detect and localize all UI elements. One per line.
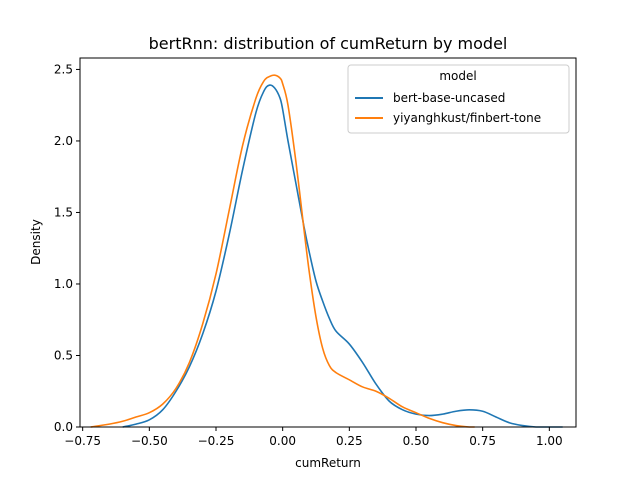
legend-label-bert-base-uncased: bert-base-uncased bbox=[393, 91, 505, 105]
chart-title: bertRnn: distribution of cumReturn by mo… bbox=[149, 34, 508, 53]
y-tick-label: 1.5 bbox=[54, 205, 73, 219]
y-tick-label: 0.0 bbox=[54, 420, 73, 434]
x-axis-ticks: −0.75 −0.50 −0.25 0.00 0.25 0.50 0.75 1.00 bbox=[64, 427, 563, 448]
y-tick-label: 0.5 bbox=[54, 348, 73, 362]
legend: model bert-base-uncased yiyanghkust/finb… bbox=[347, 64, 570, 134]
x-tick-label: −0.50 bbox=[131, 434, 168, 448]
x-tick-label: −0.75 bbox=[64, 434, 101, 448]
y-tick-label: 2.5 bbox=[54, 62, 73, 76]
y-tick-label: 2.0 bbox=[54, 134, 73, 148]
legend-frame bbox=[347, 64, 570, 134]
y-tick-label: 1.0 bbox=[54, 277, 73, 291]
y-axis-ticks: 0.0 0.5 1.0 1.5 2.0 2.5 bbox=[54, 62, 80, 434]
x-tick-label: 0.75 bbox=[469, 434, 496, 448]
x-tick-label: 1.00 bbox=[536, 434, 563, 448]
axes-frame bbox=[79, 57, 577, 428]
x-axis-label: cumReturn bbox=[295, 456, 361, 470]
series-line-1 bbox=[90, 74, 475, 428]
series-line-0 bbox=[122, 84, 563, 428]
legend-title: model bbox=[439, 69, 476, 83]
legend-label-finbert-tone: yiyanghkust/finbert-tone bbox=[393, 111, 541, 125]
plot-lines bbox=[90, 74, 563, 428]
x-tick-label: −0.25 bbox=[198, 434, 235, 448]
y-axis-label: Density bbox=[29, 219, 43, 265]
x-tick-label: 0.50 bbox=[403, 434, 430, 448]
x-tick-label: 0.00 bbox=[269, 434, 296, 448]
x-tick-label: 0.25 bbox=[336, 434, 363, 448]
